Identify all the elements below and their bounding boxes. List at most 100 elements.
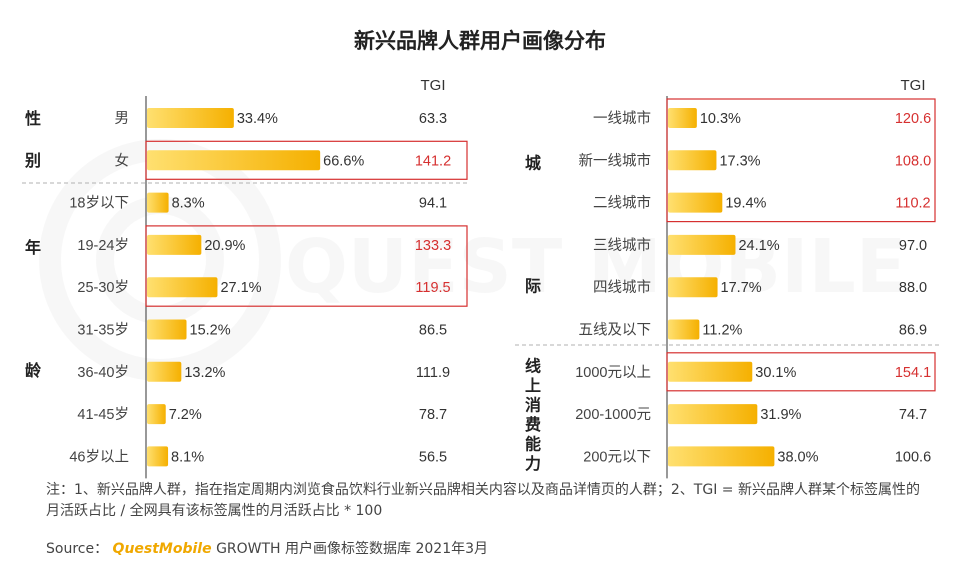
bar-一线城市 (668, 108, 697, 128)
value-label: 24.1% (738, 238, 779, 254)
category-label: 三线城市 (593, 237, 651, 254)
tgi-value: 110.2 (895, 196, 930, 212)
group-label-char: 城 (525, 153, 541, 172)
bar-四线城市 (668, 277, 718, 298)
category-label: 四线城市 (593, 279, 651, 296)
value-label: 66.6% (323, 153, 364, 169)
group-label-char: 上 (525, 376, 541, 395)
category-label: 女 (115, 151, 130, 169)
tgi-value: 141.2 (415, 153, 451, 169)
right-highlight-box-0 (666, 98, 936, 223)
tgi-value: 108.0 (895, 153, 931, 169)
group-label-char: 力 (525, 454, 541, 473)
value-label: 19.4% (725, 196, 766, 212)
category-label: 1000元以上 (575, 364, 651, 381)
tgi-value: 119.5 (415, 280, 450, 296)
tgi-value: 97.0 (899, 238, 927, 254)
value-label: 11.2% (702, 323, 742, 339)
category-label: 男 (115, 111, 130, 127)
tgi-value: 63.3 (419, 111, 447, 127)
source-prefix: Source： (46, 541, 109, 557)
value-label: 13.2% (184, 365, 225, 381)
value-label: 27.1% (220, 280, 261, 296)
tgi-value: 94.1 (419, 196, 447, 212)
bar-18岁以下 (147, 192, 169, 213)
chart-title: 新兴品牌人群用户画像分布 (354, 29, 606, 53)
tgi-value: 154.1 (895, 365, 931, 381)
category-label: 25-30岁 (77, 279, 129, 296)
source-brand: QuestMobile (112, 541, 212, 557)
value-label: 8.1% (171, 449, 204, 465)
bar-新一线城市 (668, 150, 717, 171)
tgi-value: 111.9 (416, 365, 450, 381)
value-label: 17.3% (719, 153, 760, 169)
value-label: 8.3% (172, 196, 205, 212)
category-label: 18岁以下 (69, 195, 129, 212)
source-line: Source： QuestMobile GROWTH 用户画像标签数据库 202… (46, 538, 488, 558)
tgi-value: 100.6 (895, 449, 931, 465)
bar-男 (147, 108, 234, 128)
tgi-value: 78.7 (419, 407, 447, 423)
value-label: 7.2% (169, 407, 202, 423)
value-label: 10.3% (700, 111, 741, 127)
value-label: 17.7% (721, 280, 762, 296)
group-label-char: 年 (25, 238, 41, 257)
category-label: 46岁以上 (69, 448, 129, 465)
group-label-char: 能 (525, 434, 541, 453)
group-label-char: 费 (525, 415, 541, 434)
bar-41-45岁 (147, 404, 166, 425)
bar-25-30岁 (147, 277, 218, 298)
left-highlight-box-0 (145, 140, 468, 180)
category-label: 一线城市 (593, 110, 651, 127)
tgi-header-left: TGI (421, 77, 446, 94)
tgi-value: 120.6 (895, 111, 931, 127)
category-label: 31-35岁 (77, 322, 129, 339)
group-label-char: 别 (24, 151, 41, 170)
tgi-value: 56.5 (419, 449, 447, 465)
bar-200-1000元 (668, 404, 758, 425)
tgi-value: 86.5 (419, 323, 447, 339)
watermark-text: QUEST MOBILE (285, 224, 906, 310)
value-label: 15.2% (190, 323, 231, 339)
category-label: 新一线城市 (579, 152, 652, 169)
value-label: 31.9% (760, 407, 801, 423)
value-label: 38.0% (777, 449, 818, 465)
category-label: 41-45岁 (77, 406, 129, 423)
value-label: 20.9% (204, 238, 245, 254)
tgi-value: 133.3 (415, 238, 451, 254)
tgi-header-right: TGI (901, 77, 926, 94)
bar-36-40岁 (147, 361, 182, 382)
group-label-char: 龄 (25, 361, 42, 380)
bar-19-24岁 (147, 234, 202, 255)
bar-200元以下 (668, 446, 775, 467)
tgi-value: 86.9 (899, 323, 927, 339)
value-label: 33.4% (237, 111, 278, 127)
group-label-char: 际 (525, 276, 541, 295)
footnote: 注：1、新兴品牌人群，指在指定周期内浏览食品饮料行业新兴品牌相关内容以及商品详情… (46, 482, 920, 519)
group-label-char: 性 (25, 109, 41, 128)
bar-五线及以下 (668, 319, 700, 340)
category-label: 36-40岁 (77, 364, 129, 381)
category-label: 二线城市 (593, 195, 651, 212)
bar-1000元以上 (668, 361, 753, 382)
category-label: 200元以下 (583, 449, 651, 465)
bar-女 (147, 150, 321, 171)
group-label-char: 线 (525, 356, 541, 375)
category-label: 200-1000元 (575, 407, 651, 423)
tgi-value: 74.7 (899, 407, 927, 423)
tgi-value: 88.0 (899, 280, 927, 296)
category-label: 五线及以下 (579, 322, 652, 339)
bar-46岁以上 (147, 446, 169, 467)
category-label: 19-24岁 (77, 237, 129, 254)
bar-三线城市 (668, 234, 736, 255)
right-highlight-box-1 (666, 352, 936, 392)
bar-二线城市 (668, 192, 723, 213)
group-label-char: 消 (525, 395, 541, 414)
source-suffix: GROWTH 用户画像标签数据库 2021年3月 (216, 541, 489, 557)
left-highlight-box-1 (145, 225, 468, 307)
bar-31-35岁 (147, 319, 187, 340)
value-label: 30.1% (755, 365, 796, 381)
